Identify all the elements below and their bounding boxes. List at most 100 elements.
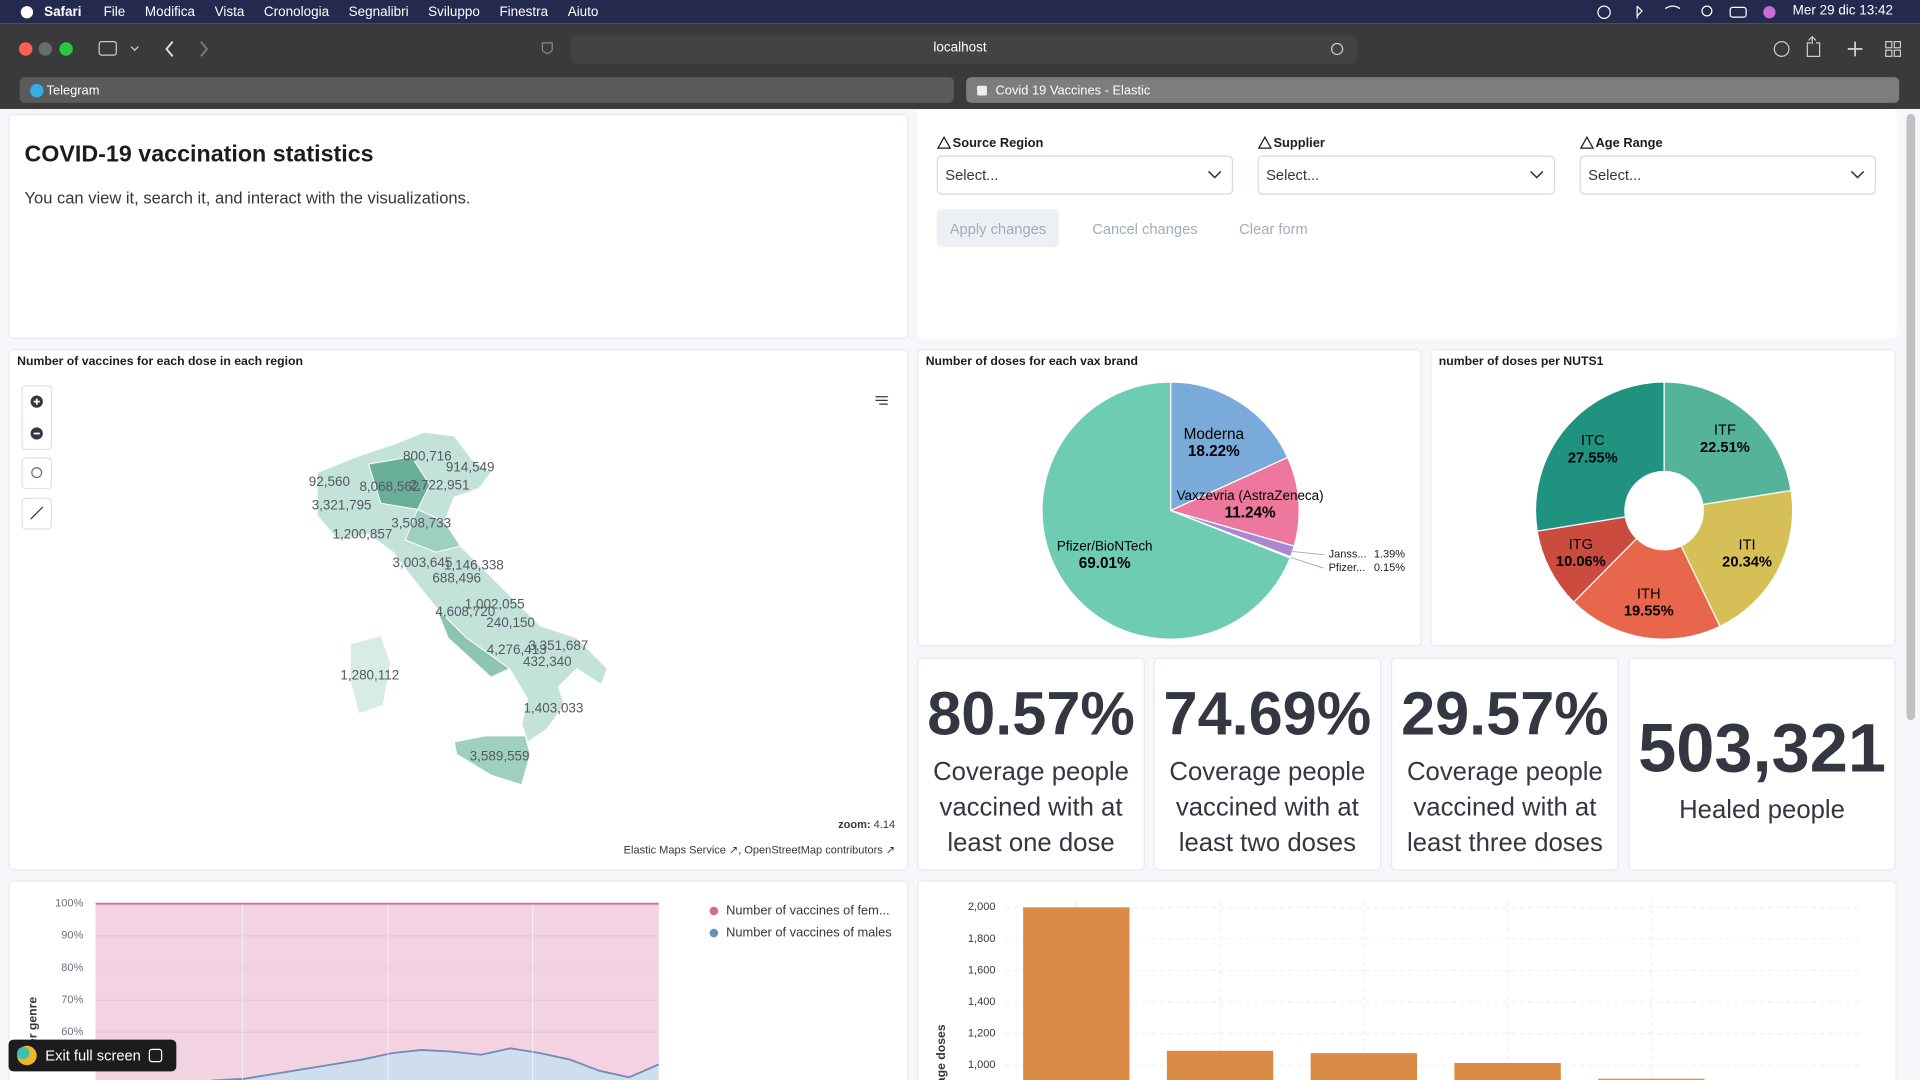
tab-active[interactable]: Covid 19 Vaccines - Elastic: [966, 77, 1900, 103]
bar-chart: 1,000 1,200 1,400 1,600 1,800 2,000 age doses: [934, 901, 1863, 1080]
field-label: Source Region: [952, 135, 1044, 151]
region-label: 4,276,413: [487, 642, 547, 657]
address-field[interactable]: [570, 35, 1357, 64]
bar: [1166, 1050, 1274, 1080]
region-label: 3,321,795: [312, 497, 372, 512]
zoom-button[interactable]: [59, 42, 73, 56]
select-placeholder: Select...: [945, 166, 999, 184]
slice-label: Pfizer...: [1329, 562, 1366, 574]
legend-label: Number of vaccines of males: [726, 924, 892, 939]
menu-item[interactable]: Sviluppo: [428, 4, 480, 19]
attribution-link[interactable]: Elastic Maps Service: [623, 843, 726, 856]
bar: [1598, 1078, 1705, 1080]
y-axis-label: age doses: [934, 1024, 948, 1080]
slice-value: 69.01%: [1079, 555, 1131, 572]
menu-item[interactable]: Cronologia: [263, 4, 330, 19]
slice-value: 1.39%: [1374, 549, 1405, 561]
select[interactable]: Select...: [1579, 155, 1876, 195]
slice-value: 11.24%: [1225, 504, 1276, 521]
italy: [316, 431, 608, 786]
select-placeholder: Select...: [1266, 166, 1320, 184]
region-label: 1,403,033: [524, 701, 584, 716]
apply-button[interactable]: Apply changes: [936, 209, 1060, 248]
layer-control[interactable]: [875, 396, 888, 405]
downloads-button[interactable]: [1773, 41, 1790, 57]
metric-label: Coverage people vaccined with at least t…: [1169, 757, 1366, 858]
share-button[interactable]: [1806, 35, 1821, 57]
cancel-button[interactable]: Cancel changes: [1092, 219, 1198, 237]
slice: [1170, 381, 1289, 512]
overlay-icon: [17, 1045, 37, 1066]
menu-item[interactable]: Segnalibri: [348, 4, 409, 19]
field-label: Supplier: [1273, 135, 1325, 151]
forward-button[interactable]: [200, 41, 209, 57]
scrollbar[interactable]: [1906, 113, 1916, 721]
legend-dot: [709, 906, 719, 916]
metric-value: 29.57%: [1401, 679, 1609, 749]
address-text: localhost: [933, 40, 987, 56]
menu-item[interactable]: Finestra: [499, 4, 549, 19]
slice: [1680, 489, 1794, 628]
region-label: 688,496: [432, 571, 481, 586]
region-label: 3,003,645: [393, 555, 453, 570]
overlay-text: Exit full screen: [45, 1046, 141, 1065]
slice-label: Pfizer/BioNTech: [1057, 538, 1153, 553]
new-tab-button[interactable]: [1847, 41, 1863, 57]
toolbar-icons: [18, 35, 1902, 64]
region-label: 1,002,055: [465, 596, 525, 611]
y-tick-label: 100%: [55, 898, 83, 910]
app-menu[interactable]: Safari: [44, 4, 82, 19]
slice-value: 19.55%: [1624, 603, 1674, 619]
back-button[interactable]: [165, 41, 174, 57]
tab-title: Telegram: [46, 82, 100, 98]
fit-button[interactable]: [21, 457, 53, 490]
metric-value: 503,321: [1638, 708, 1886, 787]
leader-line: [1290, 556, 1324, 569]
bar: [1023, 907, 1130, 1080]
region-label: 3,589,559: [470, 748, 530, 763]
bar-panel: 1,000 1,200 1,400 1,600 1,800 2,000 age doses: [917, 880, 1897, 1080]
slice-label: ITI: [1738, 537, 1755, 553]
select-placeholder: Select...: [1588, 166, 1642, 184]
slice-value: 0.15%: [1374, 562, 1405, 574]
menu-item[interactable]: File: [103, 4, 126, 19]
intro-text: You can view it, search it, and interact…: [24, 188, 471, 207]
clear-button[interactable]: Clear form: [1239, 219, 1308, 237]
area-chart: 60% 70% 80% 90% 100% Number of vaccines of fe…: [25, 898, 892, 1080]
exit-fullscreen[interactable]: Exit full screen: [8, 1039, 177, 1072]
metric-panel: 80.57% Coverage people vaccined with at l…: [917, 657, 1145, 871]
donut-panel: number of doses per NUTS1 ITF 22.51% ITI 20…: [1430, 348, 1896, 647]
minimize-button[interactable]: [38, 42, 53, 56]
select[interactable]: Select...: [936, 155, 1234, 195]
reload-button[interactable]: [1331, 42, 1344, 56]
y-tick-label: 2,000: [968, 901, 996, 913]
select[interactable]: Select...: [1257, 155, 1556, 195]
region-label: 240,150: [486, 615, 535, 630]
panel-title: Number of doses for each vax brand: [925, 355, 1139, 369]
region-label: 8,068,562: [359, 479, 419, 494]
menu-item[interactable]: Vista: [214, 4, 245, 19]
overlay-icon: [148, 1048, 163, 1063]
y-tick-label: 1,800: [968, 933, 996, 945]
slice: [1663, 381, 1792, 506]
slice-value: 18.22%: [1188, 443, 1240, 460]
status-icons: [1597, 5, 1776, 19]
legend-dot: [709, 928, 719, 938]
menu-item[interactable]: Modifica: [144, 4, 196, 19]
sidebar-button[interactable]: [98, 41, 117, 56]
region-label: 1,146,338: [444, 557, 504, 572]
close-button[interactable]: [18, 42, 33, 56]
slice-label: ITF: [1714, 423, 1736, 439]
menu-item[interactable]: Aiuto: [567, 4, 599, 19]
metric-panel: 29.57% Coverage people vaccined with at l…: [1391, 657, 1619, 871]
slice-label: ITG: [1569, 537, 1593, 553]
tab[interactable]: Telegram: [19, 77, 954, 103]
slice-label: Moderna: [1184, 426, 1245, 443]
attribution: Elastic Maps Service ↗, OpenStreetMap co…: [623, 843, 896, 856]
attribution-link[interactable]: OpenStreetMap contributors: [744, 843, 883, 856]
intro-panel: COVID-19 vaccination statistics You can …: [8, 113, 909, 340]
y-tick-label: 70%: [61, 994, 83, 1006]
